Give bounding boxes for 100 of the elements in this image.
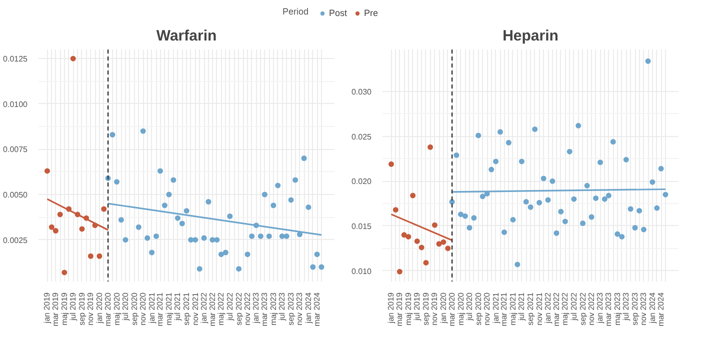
point [480, 194, 486, 200]
x-tick-label: mar 2024 [656, 292, 666, 326]
point [96, 253, 102, 259]
y-tick-label: 0.025 [351, 132, 372, 142]
chart-title: Heparin [502, 28, 558, 44]
point [571, 196, 577, 202]
point [206, 199, 212, 204]
point [236, 266, 242, 272]
x-tick-label: jan 2021 [147, 292, 156, 324]
x-tick-label: sep 2020 [474, 292, 483, 326]
point [222, 250, 228, 256]
point [445, 246, 451, 252]
point [654, 205, 660, 211]
point [449, 199, 455, 205]
x-tick-label: jan 2020 [438, 292, 448, 324]
point [532, 126, 538, 132]
x-tick-label: sep 2023 [286, 292, 296, 326]
point [510, 216, 516, 222]
x-tick-label: jan 2020 [94, 292, 104, 324]
point [166, 192, 172, 198]
point [614, 231, 620, 237]
point [122, 237, 128, 243]
point [554, 230, 560, 236]
x-tick-label: mar 2019 [395, 292, 404, 326]
x-tick-label: jan 2021 [491, 292, 500, 324]
point [401, 232, 407, 238]
x-tick-label: jul 2022 [569, 292, 578, 322]
point [288, 197, 294, 203]
x-tick-label: jul 2022 [225, 292, 234, 322]
point [52, 228, 58, 234]
point [262, 192, 268, 198]
point [279, 233, 285, 239]
point [414, 238, 420, 244]
point [88, 253, 94, 259]
point [497, 129, 503, 135]
point [140, 128, 146, 134]
point [179, 220, 185, 226]
point [619, 234, 625, 240]
point [576, 122, 582, 128]
x-tick-label: maj 2020 [112, 292, 122, 326]
x-tick-label: nov 2020 [482, 292, 492, 326]
point [462, 213, 468, 219]
x-tick-label: mar 2024 [312, 292, 322, 326]
x-tick-label: jan 2024 [304, 292, 313, 324]
point [118, 217, 124, 223]
y-tick-label: 0.020 [351, 177, 372, 186]
point [476, 132, 482, 138]
point [266, 233, 272, 239]
point [153, 233, 159, 239]
point [144, 235, 150, 241]
x-tick-label: maj 2021 [508, 292, 518, 326]
x-tick-label: sep 2019 [421, 292, 430, 326]
point [428, 144, 434, 150]
x-tick-label: nov 2022 [243, 292, 252, 326]
x-tick-label: nov 2021 [534, 292, 544, 326]
x-tick-label: maj 2020 [456, 292, 466, 326]
x-tick-label: jul 2019 [412, 292, 422, 322]
point [540, 176, 546, 182]
point [432, 222, 438, 228]
point [580, 220, 586, 226]
x-tick-label: sep 2022 [578, 292, 588, 326]
point [275, 182, 281, 188]
point [388, 161, 394, 167]
point [62, 270, 68, 276]
point [606, 192, 612, 198]
point [584, 182, 590, 188]
x-tick-label: sep 2019 [77, 292, 86, 326]
x-tick-label: jul 2021 [517, 292, 526, 322]
point [284, 233, 290, 239]
x-tick-label: maj 2022 [216, 292, 226, 326]
x-tick-label: nov 2023 [639, 292, 648, 326]
point [201, 235, 207, 241]
x-tick-label: jul 2023 [622, 292, 631, 322]
point [258, 233, 264, 239]
point [423, 260, 429, 266]
x-tick-label: maj 2023 [612, 292, 622, 326]
point [214, 237, 220, 243]
x-tick-label: jan 2023 [252, 292, 261, 324]
y-tick-label: 0.0025 [3, 236, 28, 245]
point [57, 212, 63, 218]
point [440, 239, 446, 245]
point [558, 208, 564, 214]
point [650, 179, 656, 185]
point [550, 178, 556, 184]
x-tick-label: maj 2023 [268, 292, 278, 326]
point [628, 206, 634, 212]
y-tick-label: 0.030 [351, 88, 372, 97]
point [610, 139, 616, 145]
point [658, 166, 664, 172]
point [136, 224, 142, 230]
point [149, 250, 155, 256]
y-tick-label: 0.0050 [3, 190, 28, 200]
y-tick-label: 0.0100 [3, 100, 28, 109]
x-tick-label: maj 2021 [164, 292, 174, 326]
point [545, 197, 551, 203]
point [301, 156, 307, 161]
point [314, 252, 320, 258]
x-tick-label: mar 2020 [448, 292, 457, 326]
point [640, 226, 646, 232]
x-tick-label: jan 2019 [386, 292, 396, 324]
